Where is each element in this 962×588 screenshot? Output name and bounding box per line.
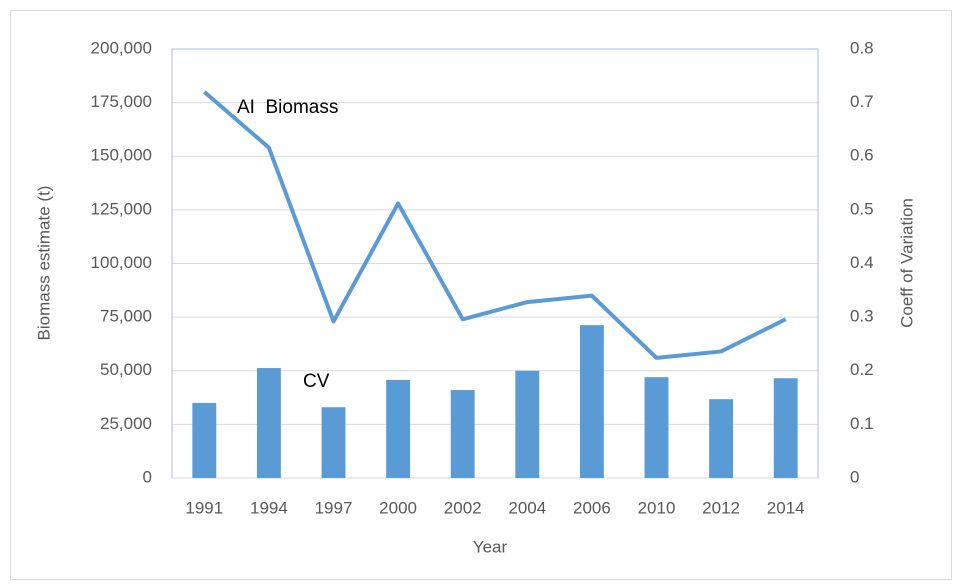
chart-frame: [10, 10, 952, 580]
bar: [644, 377, 669, 478]
y-tick-label: 125,000: [91, 199, 152, 218]
y-tick-label: 150,000: [91, 146, 152, 165]
bar: [579, 325, 604, 478]
y2-tick-label: 0.1: [850, 414, 874, 433]
y-axis-label: Biomass estimate (t): [34, 186, 53, 341]
x-tick-label: 2014: [767, 498, 805, 517]
x-tick-label: 2006: [573, 498, 611, 517]
y2-tick-label: 0.5: [850, 199, 874, 218]
x-tick-label: 2004: [508, 498, 546, 517]
y2-tick-label: 0: [850, 467, 859, 486]
y2-axis-label: Coeff of Variation: [897, 198, 916, 328]
y-tick-label: 50,000: [100, 360, 152, 379]
line: [202, 90, 787, 360]
bar: [321, 407, 346, 478]
y-tick-label: 0: [143, 467, 152, 486]
bar: [192, 402, 217, 478]
y2-tick-label: 0.2: [850, 360, 874, 379]
y2-tick-label: 0.3: [850, 307, 874, 326]
bar: [515, 370, 540, 478]
y2-tick-label: 0.7: [850, 92, 874, 111]
x-tick-label: 1991: [185, 498, 223, 517]
x-tick-label: 2002: [444, 498, 482, 517]
x-tick-label: 1994: [250, 498, 288, 517]
bar: [450, 390, 475, 478]
y2-tick-label: 0.6: [850, 146, 874, 165]
x-tick-label: 1997: [315, 498, 353, 517]
y-tick-label: 175,000: [91, 92, 152, 111]
y-tick-label: 200,000: [91, 38, 152, 57]
y-tick-label: 25,000: [100, 414, 152, 433]
bar: [256, 368, 281, 478]
x-tick-label: 2012: [702, 498, 740, 517]
y-tick-label: 75,000: [100, 307, 152, 326]
bar: [386, 379, 411, 478]
bar: [709, 399, 734, 478]
y-tick-label: 100,000: [91, 253, 152, 272]
x-axis-label: Year: [473, 537, 508, 556]
series-annotation: CV: [303, 371, 330, 392]
x-tick-label: 2010: [638, 498, 676, 517]
series-annotation: AI Biomass: [237, 97, 338, 118]
bar: [773, 378, 798, 478]
y2-tick-label: 0.4: [850, 253, 874, 272]
x-tick-label: 2000: [379, 498, 417, 517]
y2-tick-label: 0.8: [850, 38, 874, 57]
